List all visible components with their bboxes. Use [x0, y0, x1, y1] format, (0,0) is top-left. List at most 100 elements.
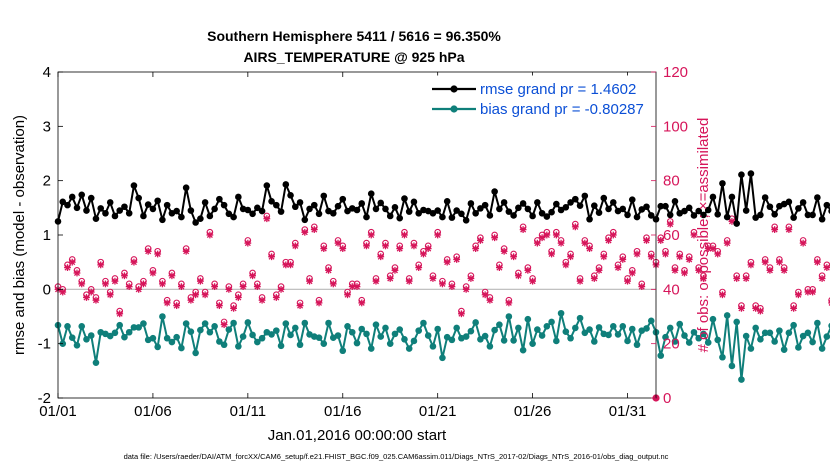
bias-point	[723, 312, 731, 319]
obs-assimilated-point	[766, 266, 774, 274]
obs-assimilated-point	[448, 283, 456, 291]
obs-assimilated-point	[742, 275, 750, 282]
rmse-point	[116, 207, 123, 214]
rmse-point	[591, 202, 598, 209]
rmse-point	[538, 209, 546, 217]
obs-assimilated-point	[111, 277, 119, 285]
obs-assimilated-point	[315, 299, 323, 307]
obs-assimilated-point	[752, 304, 760, 312]
rmse-point	[524, 205, 532, 213]
rmse-point	[225, 210, 233, 218]
y-axis-right-label: # of obs: o=possible; ×=assimilated	[695, 118, 712, 353]
rmse-point	[728, 193, 736, 201]
rmse-point	[458, 210, 465, 218]
obs-assimilated-point	[116, 310, 124, 318]
rmse-point	[666, 211, 674, 219]
obs-assimilated-point	[458, 310, 465, 318]
obs-assimilated-point	[605, 237, 612, 244]
rmse-point	[329, 209, 337, 217]
obs-assimilated-point	[495, 264, 503, 271]
obs-assimilated-point	[757, 307, 764, 315]
rmse-point	[491, 188, 498, 195]
bias-point	[187, 328, 195, 336]
obs-assimilated-point	[785, 226, 793, 233]
bias-point	[163, 334, 171, 342]
rmse-point	[747, 170, 755, 177]
bias-point	[557, 309, 565, 317]
bias-point	[348, 328, 356, 336]
obs-assimilated-point	[358, 299, 366, 307]
bias-point	[277, 342, 285, 350]
bias-point	[244, 319, 252, 326]
bias-point	[657, 352, 665, 359]
rmse-point	[553, 200, 560, 208]
bias-point	[534, 326, 541, 333]
rmse-point	[757, 211, 764, 219]
rmse-point	[292, 203, 299, 211]
rmse-point	[372, 205, 380, 213]
obs-assimilated-point	[818, 275, 826, 282]
bias-point	[553, 337, 560, 345]
obs-assimilated-point	[619, 256, 627, 263]
obs-assimilated-point	[329, 280, 337, 288]
obs-assimilated-point	[424, 245, 432, 252]
obs-assimilated-point	[372, 277, 380, 285]
rmse-point	[249, 210, 256, 218]
rmse-point	[685, 204, 693, 212]
bias-point	[315, 334, 323, 341]
bias-point	[424, 332, 432, 339]
obs-assimilated-point	[420, 250, 427, 258]
plot-area	[58, 72, 656, 398]
obs-assimilated-point	[775, 258, 783, 266]
obs-assimilated-point	[405, 277, 413, 285]
rmse-point	[785, 198, 793, 206]
right-axis: 0 20 40 60 80 100 120	[651, 64, 688, 407]
bias-point	[738, 376, 745, 383]
obs-assimilated-point	[562, 261, 570, 269]
rmse-point	[609, 199, 617, 206]
rmse-point	[586, 215, 593, 223]
bias-point	[676, 320, 684, 328]
rmse-point	[187, 207, 195, 214]
obs-assimilated-point	[244, 239, 252, 247]
bias-point	[538, 332, 546, 339]
rmse-point	[178, 213, 185, 221]
rmse-point	[477, 205, 484, 212]
rmse-point	[823, 201, 830, 209]
bias-point	[795, 344, 802, 351]
rmse-point	[111, 212, 119, 220]
bias-point	[790, 321, 797, 329]
bias-point	[83, 336, 90, 343]
bias-point	[325, 319, 332, 327]
obs-assimilated-point	[125, 283, 133, 291]
bias-point	[481, 332, 489, 340]
obs-assimilated-point	[647, 253, 655, 261]
rmse-point	[301, 216, 309, 224]
rmse-point	[182, 184, 190, 192]
bias-point	[695, 334, 703, 342]
obs-assimilated-point	[401, 231, 408, 239]
rmse-point	[320, 192, 328, 200]
bias-point	[173, 333, 180, 341]
rmse-point	[386, 212, 394, 220]
obs-assimilated-point	[747, 261, 755, 269]
bias-point	[130, 324, 138, 331]
left-axis: -2 -1 0 1 2 3 4	[38, 64, 63, 407]
y-right-tick-label: 40	[663, 281, 680, 298]
bias-point	[216, 338, 223, 345]
bias-point	[671, 338, 679, 345]
obs-assimilated-point	[557, 239, 565, 247]
y-left-tick-label: -1	[38, 336, 51, 353]
obs-assimilated-point	[453, 256, 461, 263]
bias-point	[643, 325, 650, 332]
obs-assimilated-point	[476, 237, 484, 244]
obs-assimilated-point	[719, 291, 726, 299]
bias-point	[757, 336, 764, 343]
obs-assimilated-point	[73, 269, 81, 277]
obs-assimilated-point	[282, 261, 290, 269]
rmse-point	[306, 205, 313, 213]
bias-point	[719, 353, 726, 361]
bias-point	[273, 327, 280, 334]
rmse-point	[68, 193, 76, 201]
rmse-point	[534, 199, 541, 206]
